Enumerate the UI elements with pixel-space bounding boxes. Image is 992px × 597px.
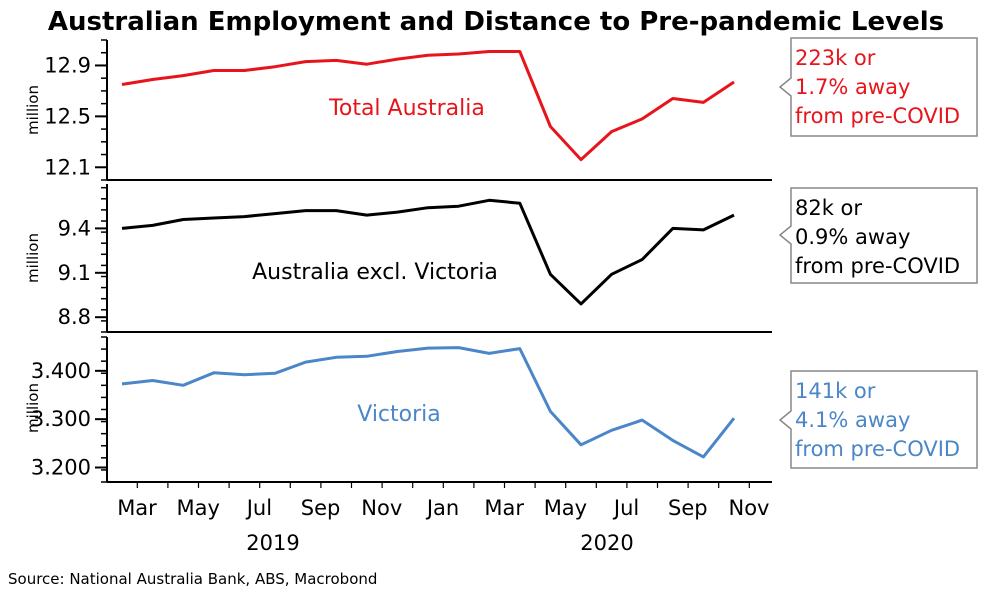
y-tick-label: 3.300 [31,407,91,431]
callout-box [778,37,978,137]
x-tick-label: Mar [117,496,157,520]
x-tick-label: May [544,496,587,520]
callout-line: 82k or [795,196,862,220]
panel-3: 3.400 3.300 3.200 million Victoria 141k or 4.1… [24,336,978,483]
y-tick-label: 12.1 [44,155,91,179]
y-tick-label: 9.4 [58,216,91,240]
series-line [121,198,735,306]
series-line [121,50,735,162]
x-tick-label: Mar [484,496,524,520]
y-axis-label: million [24,383,42,433]
x-tick-label: Nov [361,496,402,520]
x-tick-label: Sep [301,496,341,520]
x-tick-label: Jul [245,496,272,520]
panel-2: 9.4 9.1 8.8 million Australia excl. Victoria… [24,184,978,333]
callout-line: from pre-COVID [795,437,960,461]
x-tick-label: May [176,496,219,520]
panel-1: 12.9 12.5 12.1 million Total Australia 223k o… [24,37,978,181]
y-axis-label: million [24,233,42,283]
callout-box [778,187,978,284]
series-label: Total Australia [328,96,485,121]
x-year-label: 2019 [246,531,299,555]
chart-panels: 12.9 12.5 12.1 million Total Australia 223k o… [24,37,978,483]
x-tick-label: Jan [425,496,459,520]
y-tick-label: 12.5 [44,104,91,128]
y-tick-label: 8.8 [58,305,91,329]
series-line [121,346,736,459]
x-year-label: 2020 [580,531,633,555]
callout-line: from pre-COVID [795,104,960,128]
callout-box [778,370,978,469]
callout-line: 4.1% away [795,408,910,432]
x-axis: Mar May Jul Sep Nov Jan Mar May Jul Sep Nov 2019 202… [117,482,770,555]
callout-line: 141k or [795,379,876,403]
series-label: Australia excl. Victoria [252,260,498,285]
y-tick-label: 12.9 [44,53,91,77]
callout-line: 0.9% away [795,225,910,249]
x-tick-label: Nov [729,496,770,520]
series-label: Victoria [357,402,441,427]
y-axis-label: million [24,85,42,135]
y-tick-label: 9.1 [58,261,91,285]
x-tick-label: Jul [612,496,639,520]
x-tick-label: Sep [668,496,708,520]
chart-title: Australian Employment and Distance to Pr… [48,7,944,37]
y-tick-label: 3.400 [31,359,91,383]
callout-line: 223k or [795,46,876,70]
callout-line: 1.7% away [795,75,910,99]
callout-line: from pre-COVID [795,254,960,278]
source-note: Source: National Australia Bank, ABS, Ma… [8,570,377,588]
y-tick-label: 3.200 [31,456,91,480]
